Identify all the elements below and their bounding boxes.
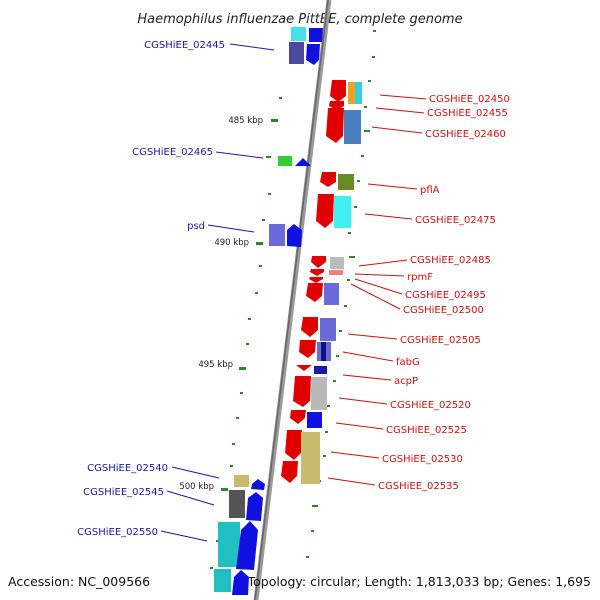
gene-block[interactable] [218,522,240,567]
scale-tick-mark [256,242,263,245]
gene-block[interactable] [214,569,231,592]
reverse-strand-features [214,27,323,595]
gene-arrow[interactable] [236,521,258,570]
gene-arrow[interactable] [330,80,346,102]
scale-tick-mark [221,488,228,491]
scale-tick-label: 485 kbp [228,116,263,126]
gene-arrow[interactable] [306,283,323,302]
gene-block[interactable] [338,174,354,190]
gene-block[interactable] [311,377,327,410]
gene-label[interactable]: CGSHiEE_02525 [386,425,467,436]
gene-arrow[interactable] [293,376,311,407]
gene-arrow[interactable] [310,269,324,276]
gene-block[interactable] [314,366,327,374]
gene-block[interactable] [229,490,245,518]
gene-arrow[interactable] [296,365,312,371]
gene-block[interactable] [355,82,362,104]
gene-arrow[interactable] [306,44,320,65]
gene-arrow[interactable] [311,256,326,268]
gene-arrow[interactable] [246,492,263,521]
gene-block[interactable] [301,432,320,484]
gene-label[interactable]: rpmF [407,272,433,283]
gene-block[interactable] [329,270,343,275]
gene-arrow[interactable] [232,570,249,595]
gene-block[interactable] [334,196,351,228]
gene-block[interactable] [269,224,285,246]
gene-arrow[interactable] [326,108,344,143]
scale-tick-label: 500 kbp [179,482,214,492]
gene-label[interactable]: CGSHiEE_02450 [429,94,510,105]
genome-backbone [253,0,332,600]
gene-label[interactable]: CGSHiEE_02500 [403,305,484,316]
gene-block[interactable] [289,42,304,64]
gene-label[interactable]: CGSHiEE_02530 [382,454,463,465]
gene-arrow[interactable] [316,194,334,228]
gene-arrow[interactable] [295,158,311,166]
genome-summary-text: Topology: circular; Length: 1,813,033 bp… [247,574,591,589]
right-gene-labels: CGSHiEE_02450 CGSHiEE_02455 CGSHiEE_0246… [378,94,510,492]
gene-arrow[interactable] [329,101,344,110]
gene-arrow[interactable] [290,410,306,424]
gene-block[interactable] [344,110,361,144]
left-gene-labels: CGSHiEE_02445 CGSHiEE_02465 psd CGSHiEE_… [77,40,225,538]
forward-strand-features [281,80,362,484]
gene-block[interactable] [234,475,249,487]
gene-arrow[interactable] [281,461,298,483]
gene-arrow[interactable] [285,430,302,460]
map-title: Haemophilus influenzae PittEE, complete … [137,12,462,27]
left-leader-lines [160,43,275,542]
right-leader-lines [327,94,427,486]
scale-tick-label: 495 kbp [198,360,233,370]
gene-arrow[interactable] [251,479,265,490]
gene-arrow[interactable] [309,28,323,42]
scale-ticks: 485 kbp 490 kbp 495 kbp 500 kbp [179,116,278,492]
gene-label[interactable]: CGSHiEE_02535 [378,481,459,492]
gene-label[interactable]: CGSHiEE_02475 [415,215,496,226]
accession-text: Accession: NC_009566 [8,574,150,589]
gene-label[interactable]: CGSHiEE_02465 [132,147,213,158]
gene-arrow[interactable] [301,317,318,337]
gene-label[interactable]: fabG [396,357,420,368]
gene-block[interactable] [324,283,339,305]
gene-label[interactable]: pflA [420,185,440,196]
gene-arrow[interactable] [299,340,316,358]
scale-tick-mark [239,367,246,370]
gene-arrow[interactable] [320,172,336,187]
gene-block[interactable] [278,156,292,166]
gene-label[interactable]: CGSHiEE_02460 [425,129,506,140]
gene-label[interactable]: CGSHiEE_02445 [144,40,225,51]
gene-label[interactable]: CGSHiEE_02540 [87,463,168,474]
gene-block[interactable] [348,82,355,104]
gene-label[interactable]: CGSHiEE_02520 [390,400,471,411]
gene-block[interactable] [307,412,322,428]
gene-arrow[interactable] [287,224,302,247]
gene-block[interactable] [291,27,306,41]
gene-block[interactable] [321,342,326,361]
gene-block[interactable] [320,318,336,341]
scale-tick-mark [271,119,278,122]
gene-label[interactable]: CGSHiEE_02545 [83,487,164,498]
gene-label[interactable]: CGSHiEE_02455 [427,108,508,119]
scale-tick-label: 490 kbp [214,238,249,248]
gene-label[interactable]: acpP [394,376,418,387]
gene-arrow[interactable] [309,277,323,283]
gene-label[interactable]: psd [187,221,205,232]
gene-block[interactable] [330,257,344,269]
gene-label[interactable]: CGSHiEE_02495 [405,290,486,301]
gene-label[interactable]: CGSHiEE_02485 [410,255,491,266]
gene-label[interactable]: CGSHiEE_02550 [77,527,158,538]
gene-label[interactable]: CGSHiEE_02505 [400,335,481,346]
